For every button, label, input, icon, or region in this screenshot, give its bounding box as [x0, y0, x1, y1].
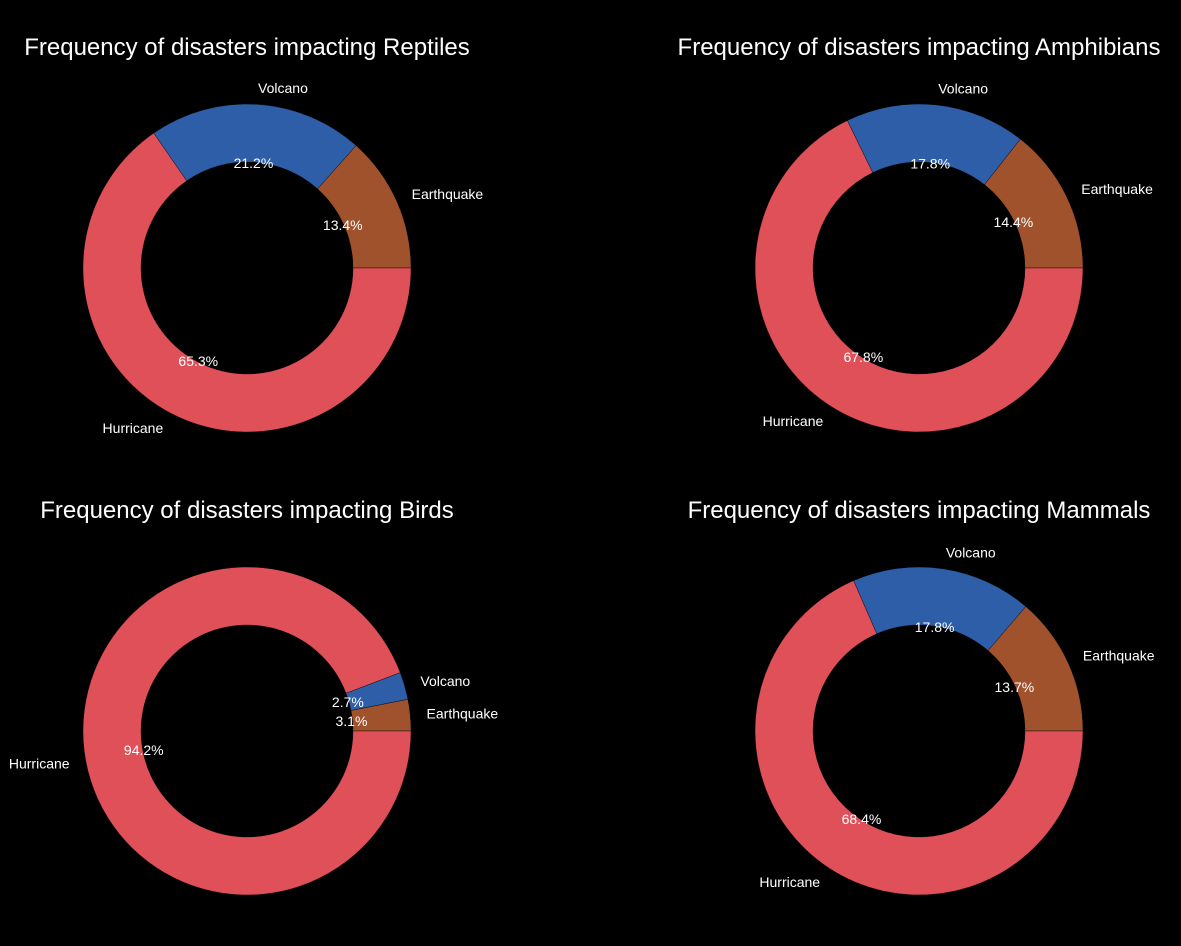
slice-percent-earthquake: 13.4% — [323, 217, 363, 233]
donut-chart: Frequency of disasters impacting Amphibi… — [678, 34, 1161, 433]
chart-title: Frequency of disasters impacting Birds — [40, 497, 454, 524]
slice-label-hurricane: Hurricane — [759, 874, 820, 890]
slice-percent-hurricane: 67.8% — [843, 349, 883, 365]
slice-percent-volcano: 17.8% — [915, 619, 955, 635]
slice-hurricane — [754, 120, 1084, 433]
slice-label-hurricane: Hurricane — [103, 420, 164, 436]
slice-label-earthquake: Earthquake — [412, 186, 484, 202]
slice-percent-volcano: 17.8% — [910, 156, 950, 172]
donut-charts: Frequency of disasters impacting Reptile… — [9, 34, 1161, 896]
chart-title: Frequency of disasters impacting Amphibi… — [678, 34, 1161, 61]
slice-label-hurricane: Hurricane — [9, 756, 70, 772]
slice-label-volcano: Volcano — [420, 673, 470, 689]
slice-percent-volcano: 21.2% — [234, 155, 274, 171]
slice-label-volcano: Volcano — [938, 81, 988, 97]
slice-hurricane — [754, 580, 1084, 896]
slice-label-earthquake: Earthquake — [427, 705, 499, 721]
slice-percent-earthquake: 3.1% — [336, 713, 368, 729]
slice-label-hurricane: Hurricane — [763, 413, 824, 429]
slice-percent-hurricane: 94.2% — [124, 742, 164, 758]
donut-chart: Frequency of disasters impacting Mammals… — [688, 497, 1155, 896]
chart-title: Frequency of disasters impacting Mammals — [688, 497, 1151, 524]
slice-label-earthquake: Earthquake — [1081, 181, 1153, 197]
donut-chart: Frequency of disasters impacting Birds Ea… — [9, 497, 499, 896]
slice-label-volcano: Volcano — [946, 545, 996, 561]
slice-percent-earthquake: 14.4% — [994, 214, 1034, 230]
slice-hurricane — [82, 132, 412, 433]
slice-percent-earthquake: 13.7% — [995, 679, 1035, 695]
donut-chart: Frequency of disasters impacting Reptile… — [24, 34, 483, 436]
slice-hurricane — [82, 566, 412, 896]
slice-label-earthquake: Earthquake — [1083, 648, 1155, 664]
slice-percent-volcano: 2.7% — [332, 694, 364, 710]
chart-title: Frequency of disasters impacting Reptile… — [24, 34, 470, 61]
slice-percent-hurricane: 68.4% — [842, 811, 882, 827]
slice-percent-hurricane: 65.3% — [178, 353, 218, 369]
slice-label-volcano: Volcano — [258, 80, 308, 96]
